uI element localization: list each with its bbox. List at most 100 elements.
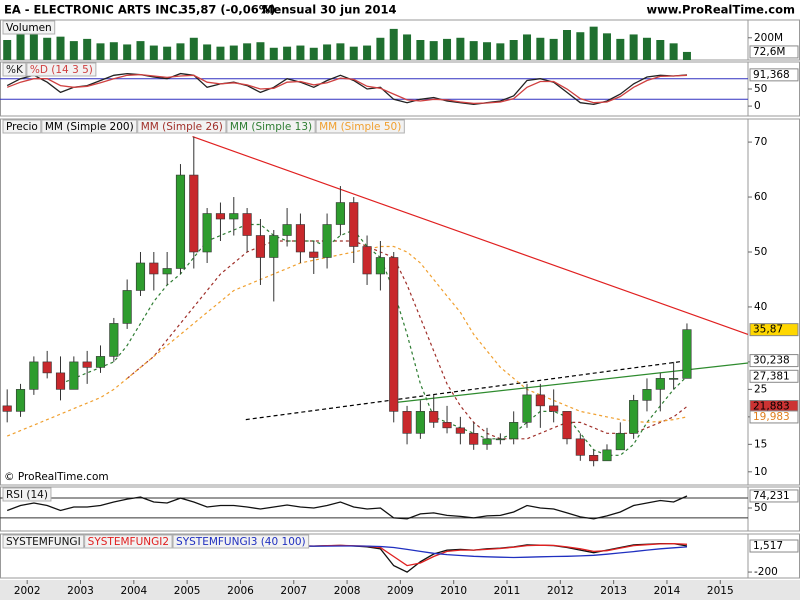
x-tick-label: 2006 [227, 585, 254, 597]
candle-body [522, 394, 532, 423]
quote: 35,87 (-0,06%) [180, 3, 276, 17]
legend-label: MM (Simple 13) [230, 121, 312, 133]
trend-line [245, 360, 689, 421]
volume-bar [3, 40, 12, 60]
candle-body [349, 202, 359, 247]
legend-label: MM (Simple 50) [319, 121, 401, 133]
time-axis-band [0, 580, 800, 600]
moving-average [60, 223, 688, 456]
legend-label: SYSTEMFUNGI3 (40 100) [176, 536, 306, 548]
candle-body [562, 411, 572, 440]
candle-body [442, 422, 452, 429]
value-marker [749, 410, 799, 424]
volume-bar [549, 38, 558, 60]
legend-box [84, 534, 173, 549]
volume-bar [483, 42, 492, 60]
value-marker-label: 27,381 [753, 370, 790, 382]
x-tick-label: 2008 [334, 585, 361, 597]
site: www.ProRealTime.com [646, 3, 795, 17]
y-tick-label: 50 [754, 502, 767, 514]
moving-average [6, 245, 688, 437]
symbol: EA - ELECTRONIC ARTS INC. [4, 3, 182, 17]
panel-label: Volumen [6, 22, 52, 34]
legend-box [315, 119, 405, 134]
x-tick-label: 2013 [600, 585, 627, 597]
volume-bar [163, 46, 172, 60]
legend-label: MM (Simple 200) [45, 121, 134, 133]
legend-label: %K [6, 64, 24, 76]
indicator-line [6, 72, 688, 106]
volume-bar [243, 43, 252, 60]
y-tick-label: 200M [754, 32, 783, 44]
period: Mensual 30 jun 2014 [262, 3, 397, 17]
legend-box [2, 62, 27, 77]
volume-bar [56, 36, 65, 60]
y-tick-label: 10 [754, 466, 767, 478]
candle-body [55, 372, 66, 390]
y-tick-label: -200 [754, 566, 778, 578]
candle-body [615, 433, 625, 451]
value-marker-label: 19,983 [753, 411, 790, 423]
volume-bar [656, 40, 665, 60]
volume-bar [496, 43, 505, 60]
volume-bar [176, 43, 185, 60]
legend-box [26, 62, 97, 77]
y-tick-label: 15 [754, 438, 767, 450]
volume-bar [602, 33, 611, 60]
volume-bar [429, 41, 438, 60]
candle-body [229, 213, 239, 220]
value-marker [749, 45, 799, 59]
volume-bar [562, 30, 571, 60]
legend-box [2, 20, 56, 35]
candle-body [109, 323, 119, 357]
legend-label: MM (Simple 26) [141, 121, 223, 133]
volume-bar [109, 42, 118, 60]
volume-bar [323, 44, 332, 60]
legend-box [2, 119, 42, 134]
volume-bar [43, 37, 52, 60]
candle-body [402, 411, 412, 434]
legend-box [137, 119, 227, 134]
volume-bar [96, 43, 105, 60]
x-tick-label: 2003 [67, 585, 94, 597]
y-tick-label: 40 [754, 301, 767, 313]
volume-bar [83, 38, 92, 60]
candle-body [495, 438, 505, 441]
indicator-line [6, 495, 688, 520]
value-marker [749, 539, 799, 553]
volume-bar [589, 26, 598, 61]
value-marker-label: 74,231 [753, 490, 790, 502]
candle-body [415, 411, 425, 434]
candle-body [629, 400, 639, 434]
volume-bar [149, 45, 158, 60]
x-tick-label: 2005 [174, 585, 201, 597]
candle-body [29, 361, 39, 390]
candle-body [535, 394, 545, 407]
value-marker [749, 354, 799, 368]
legend-box [41, 119, 138, 134]
candle-body [482, 438, 492, 445]
volume-bar [642, 37, 651, 60]
value-marker-label: 30,238 [753, 355, 790, 367]
candle-body [429, 411, 439, 423]
volume-bar [616, 38, 625, 60]
candle-body [655, 378, 665, 390]
legend-label: Precio [6, 121, 38, 133]
volume-bar [69, 41, 78, 60]
indicator-line [6, 73, 688, 105]
volume-bar [296, 45, 305, 60]
x-tick-label: 2011 [494, 585, 521, 597]
candle-body [389, 257, 399, 412]
legend-box [2, 534, 85, 549]
candle-body [255, 235, 266, 258]
candle-body [189, 174, 199, 253]
y-tick-label: 0 [754, 100, 761, 112]
candle-body [642, 389, 652, 401]
candle-body [215, 213, 226, 220]
legend-label: SYSTEMFUNGI2 [88, 536, 169, 548]
candle-body [309, 251, 319, 258]
candle-body [575, 438, 585, 456]
volume-bar [123, 44, 132, 60]
volume-bar [309, 47, 318, 60]
